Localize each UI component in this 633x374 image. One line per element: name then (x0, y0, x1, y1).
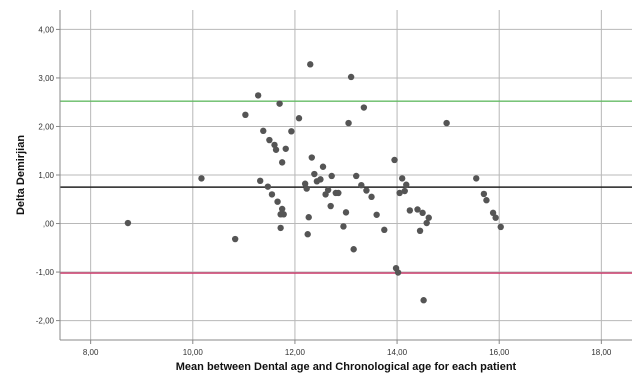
data-point (277, 224, 284, 232)
data-point (373, 211, 380, 218)
data-point (268, 191, 276, 198)
x-tick-label: 8,00 (83, 348, 99, 357)
data-point (317, 176, 324, 183)
x-tick-label: 12,00 (285, 348, 306, 357)
data-point (497, 223, 504, 231)
data-point (416, 227, 424, 235)
data-point (303, 185, 310, 192)
data-point (335, 189, 342, 197)
data-point (274, 198, 281, 205)
data-point (420, 297, 427, 304)
data-point (308, 154, 315, 161)
data-point (278, 205, 286, 213)
data-point (328, 172, 335, 180)
data-point (406, 207, 414, 214)
data-point (345, 119, 352, 127)
data-point (242, 111, 249, 119)
data-point (425, 214, 432, 221)
data-point (307, 61, 314, 68)
data-point (231, 235, 239, 243)
data-point (305, 214, 312, 221)
data-point (295, 115, 303, 122)
data-point (282, 145, 289, 152)
x-axis-title: Mean between Dental age and Chronologica… (176, 361, 517, 373)
x-tick-label: 14,00 (387, 348, 408, 357)
data-point (368, 193, 375, 201)
data-point (347, 73, 355, 81)
data-point (260, 127, 267, 135)
data-point (278, 159, 286, 166)
data-point (264, 183, 272, 190)
data-point (324, 186, 332, 194)
data-point (342, 209, 350, 216)
data-point (358, 181, 365, 189)
data-point (272, 146, 280, 153)
data-point (403, 181, 410, 188)
data-point (353, 172, 360, 180)
data-point (381, 226, 388, 234)
data-point (423, 219, 430, 227)
data-point (394, 269, 402, 276)
x-tick-labels: 8,00 10,00 12,00 14,00 16,00 18,00 (83, 348, 612, 357)
data-point (266, 136, 273, 144)
data-point (473, 175, 480, 182)
reference-lines (60, 100, 632, 274)
data-point (360, 104, 368, 111)
data-point (280, 211, 287, 218)
data-point (480, 190, 488, 198)
data-point (276, 100, 283, 107)
data-point (198, 175, 205, 182)
data-point (483, 197, 490, 204)
data-points (124, 61, 504, 304)
data-point (419, 209, 426, 217)
data-point (414, 206, 421, 213)
data-point (257, 177, 264, 185)
data-point (327, 202, 334, 210)
data-point (489, 209, 497, 217)
data-point (304, 231, 311, 238)
data-point (254, 92, 262, 99)
data-point (350, 246, 357, 253)
x-tick-label: 16,00 (489, 348, 510, 357)
data-point (288, 128, 295, 135)
data-point (319, 163, 327, 170)
y-tick-label: ,00 (43, 220, 55, 229)
data-point (301, 180, 309, 187)
data-point (363, 187, 370, 194)
y-tick-label: 2,00 (38, 122, 54, 131)
data-point (340, 223, 347, 230)
data-point (391, 156, 398, 164)
data-point (396, 189, 403, 197)
data-point (311, 170, 318, 178)
y-tick-label: 4,00 (38, 25, 54, 34)
data-point (492, 214, 499, 221)
y-tick-label: -2,00 (36, 317, 55, 326)
data-point (124, 219, 132, 227)
x-tick-label: 10,00 (183, 348, 204, 357)
data-point (443, 119, 450, 127)
data-point (271, 141, 278, 149)
x-tick-label: 18,00 (591, 348, 612, 357)
y-tick-labels: -2,00 -1,00 ,00 1,00 2,00 3,00 4,00 (36, 25, 55, 325)
y-tick-label: -1,00 (36, 268, 55, 277)
y-tick-label: 1,00 (38, 171, 54, 180)
y-tick-label: 3,00 (38, 74, 54, 83)
y-axis-title: Delta Demirjian (15, 135, 27, 215)
data-point (401, 187, 408, 195)
data-point (398, 175, 406, 182)
y-grid (56, 28, 632, 322)
